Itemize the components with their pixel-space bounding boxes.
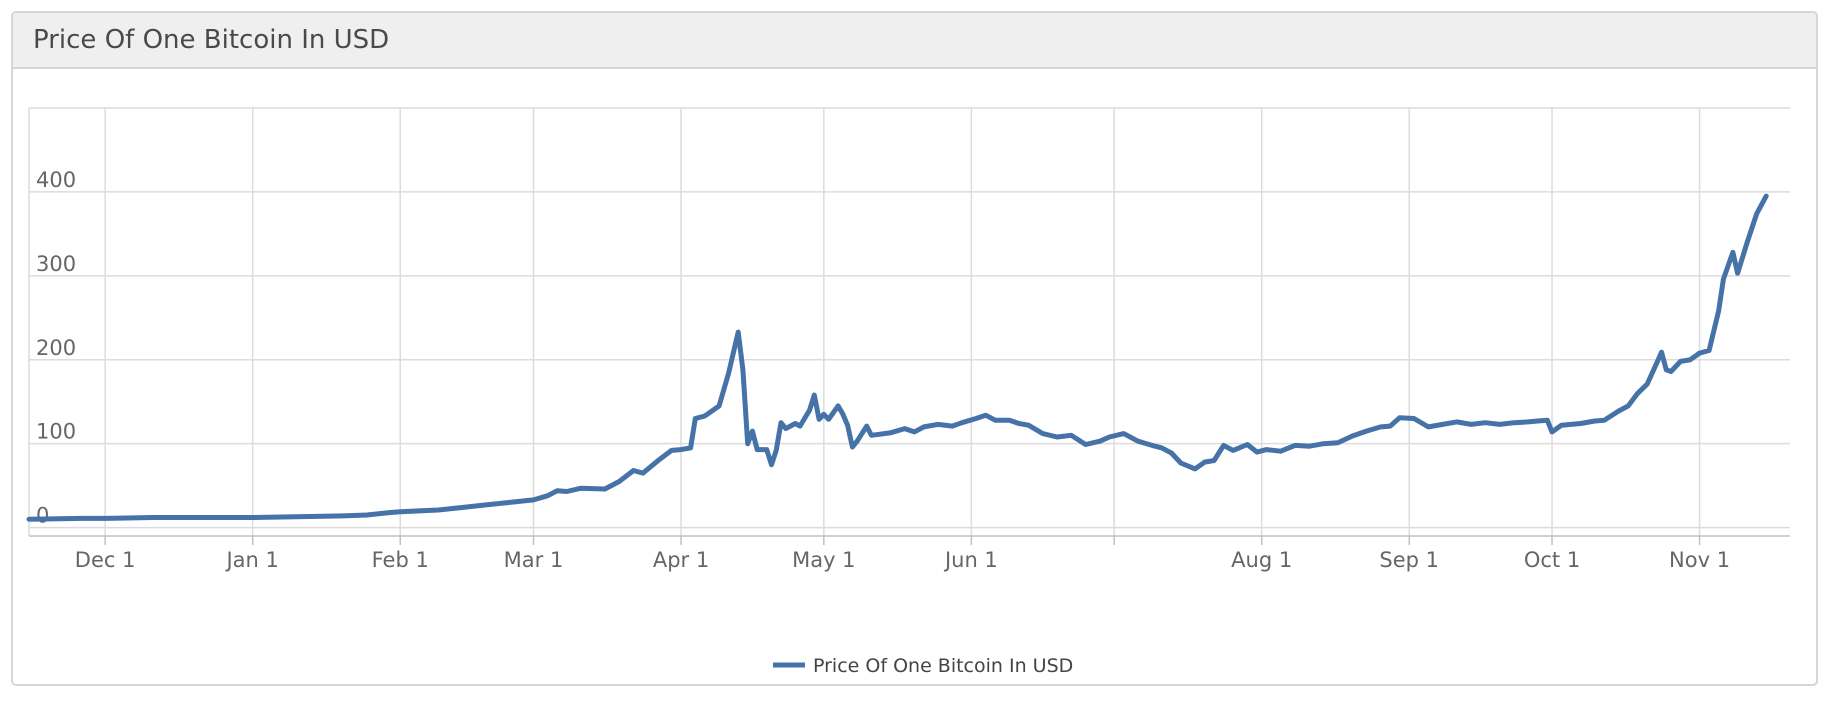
series-line[interactable] (26, 193, 1769, 522)
y-tick-label: 100 (36, 420, 76, 444)
panel-title: Price Of One Bitcoin In USD (33, 25, 390, 55)
x-tick-label: Oct 1 (1524, 548, 1580, 572)
x-tick-label: May 1 (792, 548, 855, 572)
y-tick-label: 300 (36, 252, 76, 276)
x-axis: Dec 1 Jan 1 Feb 1 Mar 1 Apr 1 May 1 Jun 1 Aug 1… (29, 535, 1790, 572)
y-tick-label: 0 (36, 504, 49, 528)
x-tick-label: Aug 1 (1231, 548, 1292, 572)
y-axis: 0 100 200 300 400 (36, 168, 76, 528)
x-tick-label: Jan 1 (224, 548, 278, 572)
chart-panel: Price Of One Bitcoin In USD (11, 11, 1818, 686)
x-tick-label: Mar 1 (504, 548, 564, 572)
grid-lines (28, 107, 1790, 536)
panel-header: Price Of One Bitcoin In USD (13, 13, 1816, 69)
x-tick-label: Dec 1 (75, 548, 136, 572)
y-tick-label: 200 (36, 336, 76, 360)
x-tick-label: Nov 1 (1669, 548, 1730, 572)
x-tick-label: Apr 1 (653, 548, 709, 572)
x-tick-label: Jun 1 (943, 548, 998, 572)
y-tick-label: 400 (36, 168, 76, 192)
x-tick-label: Feb 1 (372, 548, 429, 572)
legend-label[interactable]: Price Of One Bitcoin In USD (813, 655, 1073, 677)
x-tick-label: Sep 1 (1379, 548, 1439, 572)
series-layer (26, 193, 1769, 522)
legend[interactable]: Price Of One Bitcoin In USD (773, 655, 1073, 677)
